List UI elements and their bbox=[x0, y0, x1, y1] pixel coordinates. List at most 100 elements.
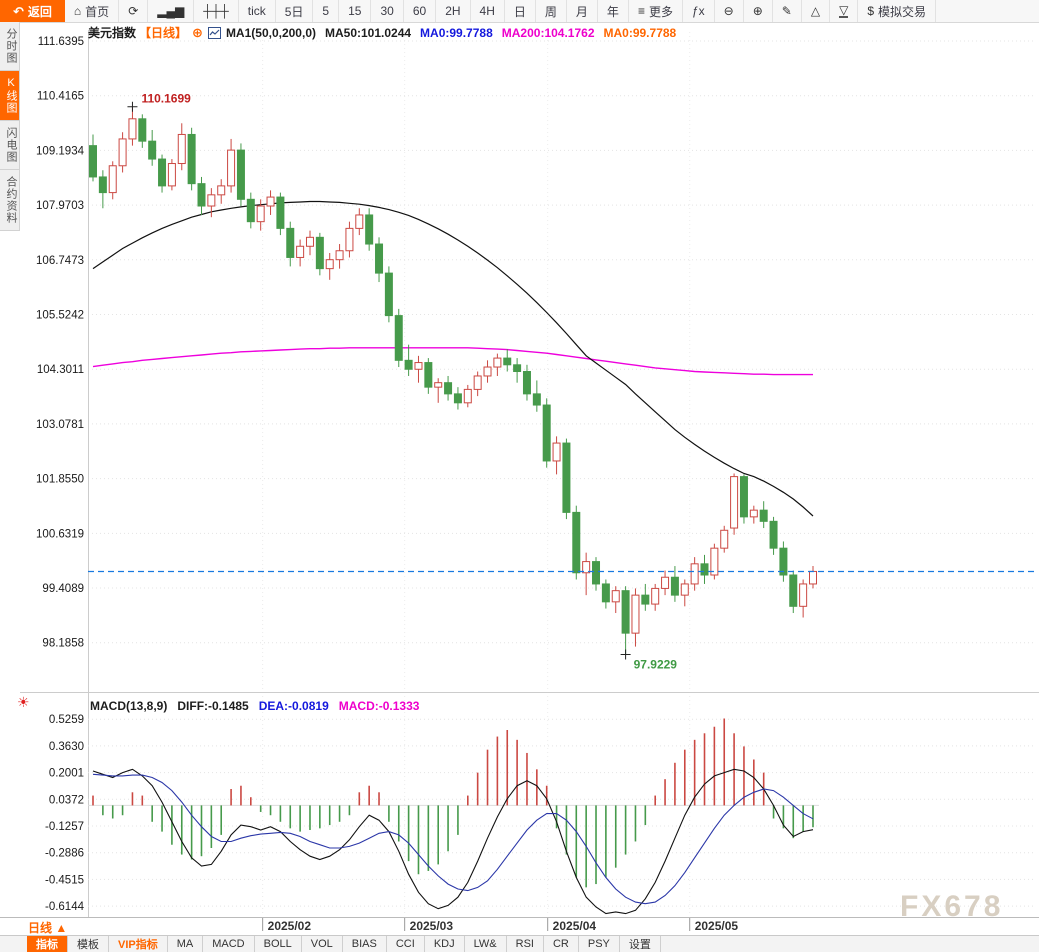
macd-axis-label: 0.2001 bbox=[49, 768, 84, 780]
candle-body bbox=[582, 561, 591, 574]
candle-body bbox=[394, 315, 403, 361]
candle-body bbox=[236, 149, 245, 200]
tab-kdj[interactable]: KDJ bbox=[425, 936, 465, 952]
interval-15-button[interactable]: 15 bbox=[339, 0, 372, 22]
interval-year-button[interactable]: 年 bbox=[598, 0, 629, 22]
candle-body bbox=[463, 388, 472, 404]
candle-body bbox=[158, 158, 167, 187]
candle-body bbox=[276, 196, 285, 229]
tab-vip-indicators[interactable]: VIP指标 bbox=[109, 936, 168, 952]
macd-axis-label: -0.6144 bbox=[45, 901, 85, 913]
candle-body bbox=[453, 393, 462, 404]
date-label: 2025/04 bbox=[553, 919, 597, 933]
left-sidebar: 分时图 K线图 闪电图 合约资料 bbox=[0, 22, 20, 231]
interval-day-button[interactable]: 日 bbox=[505, 0, 536, 22]
price-axis-label: 98.1858 bbox=[42, 638, 84, 650]
triangle-up-button[interactable]: △ bbox=[802, 0, 831, 22]
menu-icon: ≡ bbox=[637, 4, 645, 18]
candle-body bbox=[789, 574, 798, 607]
candle-body bbox=[552, 442, 561, 462]
sidebar-tab-lightning-chart[interactable]: 闪电图 bbox=[0, 121, 20, 170]
more-button[interactable]: ≡ 更多 bbox=[629, 0, 683, 22]
more-button-label: 更多 bbox=[648, 4, 673, 19]
tab-cci[interactable]: CCI bbox=[387, 936, 425, 952]
ma0-blue-value: MA0:99.7788 bbox=[420, 25, 493, 40]
zoom-in-icon: ⊕ bbox=[752, 4, 763, 18]
interval-2h-button-label: 2H bbox=[445, 4, 461, 18]
interval-5d-button-label: 5日 bbox=[284, 4, 304, 19]
price-axis-label: 99.4089 bbox=[42, 583, 84, 595]
sidebar-tab-contract-info[interactable]: 合约资料 bbox=[0, 170, 20, 231]
zoom-in-button[interactable]: ⊕ bbox=[744, 0, 773, 22]
indicator-settings-sun-icon[interactable]: ☀ bbox=[17, 694, 30, 710]
macd-axis-label: -0.2886 bbox=[45, 848, 84, 860]
tab-rsi[interactable]: RSI bbox=[507, 936, 544, 952]
tab-bias[interactable]: BIAS bbox=[343, 936, 387, 952]
tab-templates[interactable]: 模板 bbox=[68, 936, 109, 952]
sidebar-tab-kline-chart[interactable]: K线图 bbox=[0, 71, 20, 121]
tab-settings[interactable]: 设置 bbox=[620, 936, 661, 952]
price-chart-canvas[interactable]: 2025/02 2025/03 2025/04 2025/05 111.6395 110.… bbox=[0, 22, 1039, 952]
ma-settings-label: MA1(50,0,200,0) bbox=[225, 25, 316, 40]
home-button[interactable]: ⌂ 首页 bbox=[65, 0, 120, 22]
interval-30-button-label: 30 bbox=[380, 4, 394, 18]
demo-trade-button[interactable]: $ 模拟交易 bbox=[858, 0, 937, 22]
ma0-orange-value: MA0:99.7788 bbox=[603, 25, 677, 40]
indicator-settings-button[interactable]: ┼┼┼ bbox=[194, 0, 239, 22]
interval-60-button[interactable]: 60 bbox=[404, 0, 437, 22]
tab-indicators[interactable]: 指标 bbox=[27, 936, 68, 952]
refresh-button[interactable]: ⟳ bbox=[119, 0, 149, 22]
candle-body bbox=[809, 570, 817, 585]
interval-tick-button[interactable]: tick bbox=[239, 0, 276, 22]
tab-ma[interactable]: MA bbox=[168, 936, 204, 952]
price-axis-label: 103.0781 bbox=[36, 419, 84, 431]
sliders-icon: ┼┼┼ bbox=[203, 4, 229, 18]
pencil-icon: ✎ bbox=[781, 4, 792, 18]
candle-body bbox=[148, 140, 157, 160]
candle-body bbox=[345, 227, 354, 252]
marker-cross-icon bbox=[620, 649, 631, 660]
triangle-down-button[interactable]: ▽ bbox=[830, 0, 859, 22]
candle-body bbox=[542, 404, 551, 462]
interval-month-button[interactable]: 月 bbox=[567, 0, 598, 22]
tab-psy[interactable]: PSY bbox=[579, 936, 620, 952]
interval-week-button[interactable]: 周 bbox=[536, 0, 567, 22]
tab-cr[interactable]: CR bbox=[544, 936, 579, 952]
tab-macd[interactable]: MACD bbox=[203, 936, 255, 952]
price-axis-label: 101.8550 bbox=[36, 474, 84, 486]
interval-5d-button[interactable]: 5日 bbox=[276, 0, 314, 22]
price-axis-label: 105.5242 bbox=[36, 310, 84, 322]
candle-body bbox=[473, 375, 482, 390]
candle-body bbox=[572, 511, 581, 574]
candle-body bbox=[207, 194, 216, 207]
candle-body bbox=[749, 509, 758, 518]
symbol-name: 美元指数 bbox=[88, 26, 137, 40]
interval-5-button[interactable]: 5 bbox=[313, 0, 340, 22]
candle-body bbox=[187, 133, 196, 185]
date-label: 2025/05 bbox=[695, 919, 739, 933]
interval-4h-button[interactable]: 4H bbox=[471, 0, 505, 22]
back-button[interactable]: ↶ 返回 bbox=[0, 0, 65, 22]
zoom-out-button[interactable]: ⊖ bbox=[715, 0, 744, 22]
formula-button[interactable]: ƒx bbox=[683, 0, 715, 22]
macd-header: MACD(13,8,9) DIFF:-0.1485 DEA:-0.0819 MA… bbox=[90, 699, 419, 713]
tab-vol[interactable]: VOL bbox=[302, 936, 343, 952]
tab-boll[interactable]: BOLL bbox=[255, 936, 302, 952]
add-indicator-icon[interactable]: ⊕ bbox=[192, 24, 203, 40]
interval-2h-button[interactable]: 2H bbox=[436, 0, 471, 22]
ma200-value: MA200:104.1762 bbox=[501, 25, 595, 40]
tab-lwr[interactable]: LW& bbox=[465, 936, 507, 952]
macd-axis-label: 0.5259 bbox=[49, 714, 84, 726]
sidebar-tab-time-chart[interactable]: 分时图 bbox=[0, 22, 20, 71]
ma200-line bbox=[92, 347, 813, 376]
interval-30-button[interactable]: 30 bbox=[371, 0, 404, 22]
interval-week-button-label: 周 bbox=[544, 4, 557, 19]
period-dropdown[interactable]: 日线 ▲ bbox=[28, 921, 68, 935]
candle-body bbox=[365, 214, 374, 245]
chart-style-button[interactable]: ▂▄▆ bbox=[148, 0, 195, 22]
candle-body bbox=[286, 227, 295, 258]
candle-body bbox=[730, 476, 739, 529]
home-icon: ⌂ bbox=[73, 4, 82, 18]
candle-body bbox=[592, 561, 601, 585]
draw-button[interactable]: ✎ bbox=[773, 0, 802, 22]
